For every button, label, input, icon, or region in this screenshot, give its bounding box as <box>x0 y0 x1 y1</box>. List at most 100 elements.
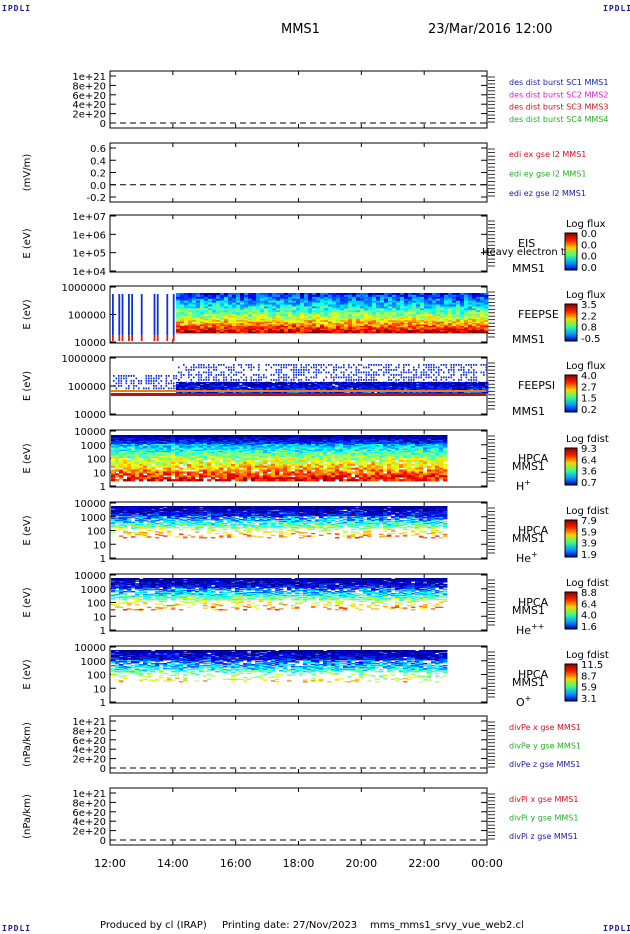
spectrogram-cell <box>466 388 471 390</box>
spectrogram-cell <box>436 384 441 387</box>
spectrogram-cell <box>156 335 159 342</box>
spectrogram-cell <box>340 389 345 391</box>
spectrogram-cell <box>187 325 193 328</box>
spectrogram-cell <box>371 439 376 441</box>
spectrogram-cell <box>203 435 208 437</box>
spectrogram-cell <box>208 364 210 366</box>
spectrogram-cell <box>403 310 409 313</box>
spectrogram-cell <box>199 298 205 302</box>
spectrogram-cell <box>205 379 208 381</box>
spectrogram-cell <box>286 382 291 385</box>
spectrogram-cell <box>191 435 196 437</box>
spectrogram-cell <box>475 382 480 385</box>
spectrogram-cell <box>199 312 205 315</box>
spectrogram-cell <box>232 388 237 390</box>
spectrogram-cell <box>319 328 325 331</box>
spectrogram-cell <box>227 328 233 331</box>
spectrogram-cell <box>363 294 369 298</box>
spectrogram-cell <box>235 441 240 443</box>
spectrogram-cell <box>455 296 461 300</box>
spectrogram-cell <box>301 382 306 385</box>
spectrogram-cell <box>475 384 480 387</box>
spectrogram-cell <box>298 387 303 389</box>
spectrogram-cell <box>455 330 461 332</box>
spectrogram-cell <box>370 392 375 394</box>
spectrogram-cell <box>211 441 216 443</box>
spectrogram-cell <box>259 310 265 313</box>
spectrogram-cell <box>383 439 388 441</box>
spectrogram-cell <box>466 382 471 384</box>
spectrogram-cell <box>135 436 140 438</box>
spectrogram-cell <box>411 296 417 300</box>
spectrogram-cell <box>370 382 375 384</box>
spectrogram-cell <box>459 316 465 318</box>
spectrogram-cell <box>327 435 332 437</box>
spectrogram-cell <box>335 296 341 300</box>
spectrogram-cell <box>410 371 413 374</box>
spectrogram-cell <box>447 300 453 303</box>
spectrogram-cell <box>327 435 332 437</box>
spectrogram-cell <box>460 384 465 387</box>
spectrogram-cell <box>248 366 250 369</box>
spectrogram-cell <box>407 316 413 318</box>
spectrogram-cell <box>483 306 489 309</box>
spectrogram-cell <box>223 382 228 384</box>
spectrogram-cell <box>335 440 340 442</box>
spectrogram-cell <box>256 383 261 386</box>
spectrogram-cell <box>407 302 413 305</box>
spectrogram-cell <box>311 438 316 440</box>
spectrogram-cell <box>355 440 360 442</box>
spectrogram-cell <box>187 436 192 438</box>
spectrogram-cell <box>439 383 444 386</box>
spectrogram-cell <box>231 310 237 313</box>
spectrogram-cell <box>203 379 205 381</box>
spectrogram-cell <box>400 388 405 390</box>
spectrogram-cell <box>363 436 368 438</box>
spectrogram-cell <box>119 437 124 439</box>
spectrogram-cell <box>291 328 297 331</box>
spectrogram-cell <box>217 388 222 390</box>
spectrogram-cell <box>339 293 345 296</box>
spectrogram-cell <box>259 439 264 441</box>
spectrogram-cell <box>235 300 241 303</box>
spectrogram-cell <box>323 436 328 438</box>
spectrogram-cell <box>466 384 471 387</box>
spectrogram-cell <box>263 298 269 302</box>
spectrogram-cell <box>368 379 370 381</box>
spectrogram-cell <box>323 364 325 366</box>
spectrogram-cell <box>215 293 221 296</box>
spectrogram-cell <box>351 321 357 324</box>
spectrogram-cell <box>397 382 402 384</box>
spectrogram-cell <box>191 325 197 328</box>
spectrogram-cell <box>283 312 289 315</box>
spectrogram-cell <box>322 383 327 386</box>
spectrogram-cell <box>390 369 393 371</box>
spectrogram-cell <box>355 323 361 325</box>
spectrogram-cell <box>463 328 469 331</box>
spectrogram-cell <box>411 327 417 330</box>
spectrogram-cell <box>485 364 488 366</box>
spectrogram-cell <box>379 437 384 439</box>
spectrogram-cell <box>375 325 381 328</box>
spectrogram-cell <box>195 381 198 384</box>
spectrogram-cell <box>355 382 360 384</box>
spectrogram-cell <box>231 436 236 438</box>
spectrogram-cell <box>358 389 363 391</box>
y-tick-label: 6e+20 <box>72 91 106 102</box>
spectrogram-cell <box>382 384 387 387</box>
spectrogram-cell <box>231 320 237 323</box>
spectrogram-cell <box>223 293 229 296</box>
spectrogram-cell <box>271 294 277 298</box>
spectrogram-cell <box>175 325 181 328</box>
spectrogram-cell <box>163 387 165 390</box>
spectrogram-cell <box>470 364 473 366</box>
spectrogram-cell <box>423 316 429 318</box>
spectrogram-cell <box>223 438 228 440</box>
spectrogram-cell <box>299 317 305 320</box>
spectrogram-cell <box>315 296 321 300</box>
spectrogram-cell <box>479 306 485 309</box>
spectrogram-cell <box>235 316 241 318</box>
spectrogram-cell <box>275 442 280 444</box>
spectrogram-cell <box>155 441 160 443</box>
spectrogram-cell <box>300 369 303 371</box>
